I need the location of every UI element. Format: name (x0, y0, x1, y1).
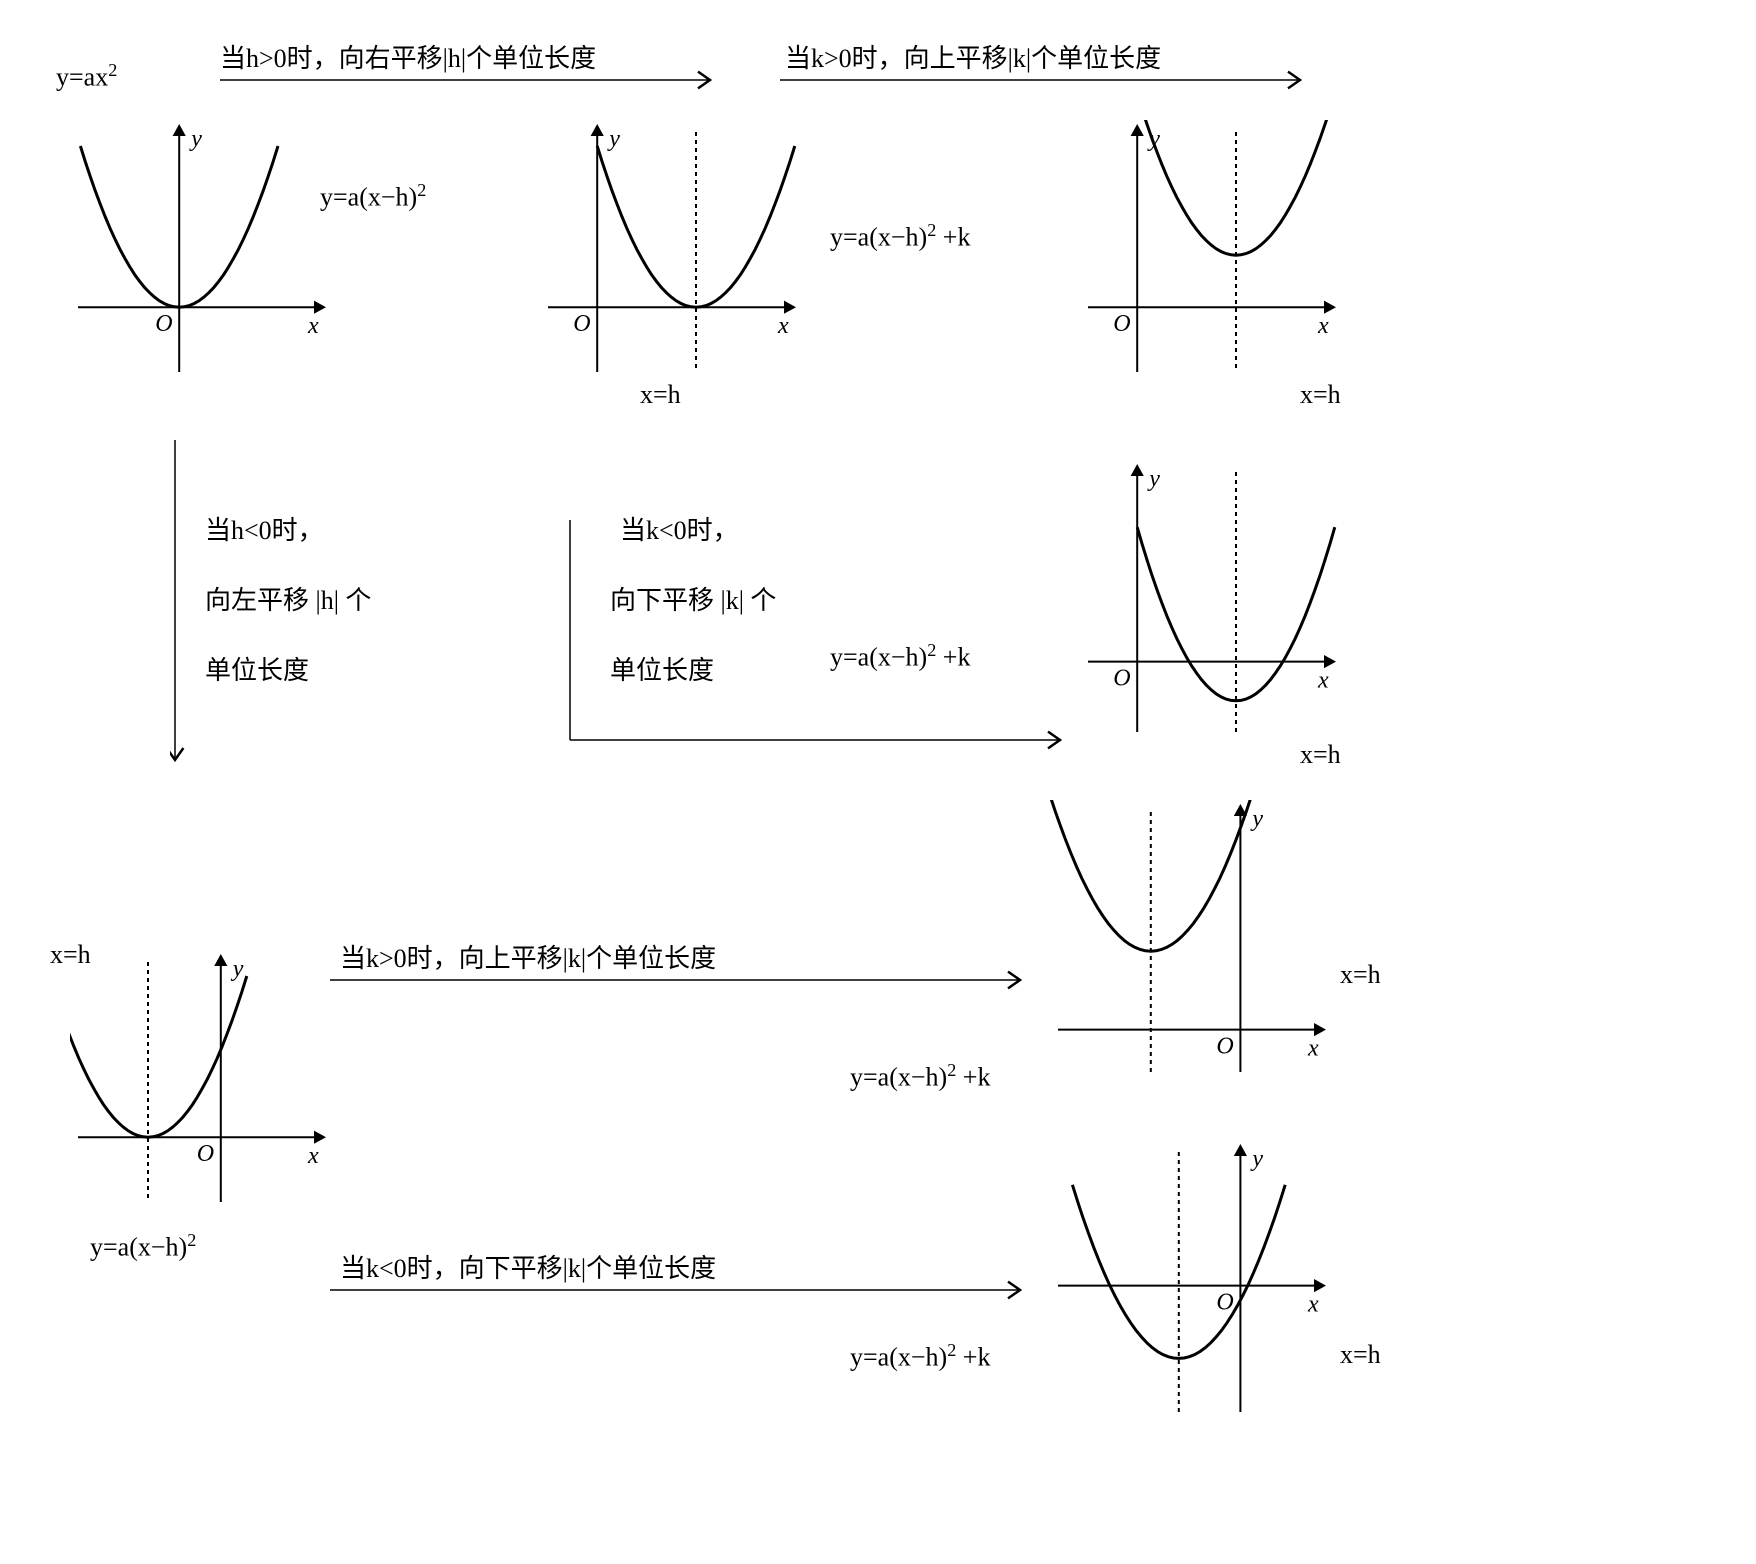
svg-text:O: O (1113, 666, 1130, 692)
svg-text:O: O (1216, 1290, 1233, 1316)
svg-text:O: O (1216, 1034, 1233, 1060)
svg-text:x: x (1307, 1036, 1319, 1062)
arrow-down-left (170, 425, 195, 775)
xh-graph4: x=h (1300, 740, 1341, 770)
graph-g5: Ox y (70, 950, 330, 1210)
graph-g7: Ox y (1050, 1140, 1330, 1420)
svg-text:O: O (155, 311, 172, 337)
svg-text:y: y (1147, 126, 1160, 152)
arrow-mid-label: 当k>0时，向上平移|k|个单位长度 (340, 938, 716, 975)
graph-g3: Ox y (1080, 120, 1340, 380)
eq-y-axh2k-mid: y=a(x−h)2 +k (830, 640, 970, 673)
xh-graph6: x=h (1340, 960, 1381, 990)
svg-text:x: x (1307, 1292, 1319, 1318)
svg-text:x: x (777, 313, 789, 339)
xh-graph3: x=h (1300, 380, 1341, 410)
svg-text:O: O (197, 1141, 214, 1167)
eq-y-axh2k-top: y=a(x−h)2 +k (830, 220, 970, 253)
down-mid-2: 向下平移 |k| 个 (610, 580, 776, 617)
svg-text:O: O (1113, 311, 1130, 337)
svg-text:y: y (189, 126, 202, 152)
svg-text:y: y (1250, 1146, 1263, 1172)
eq-y-axh2-mid: y=a(x−h)2 (320, 180, 426, 213)
down-left-1: 当h<0时， (205, 510, 324, 547)
svg-text:y: y (1250, 806, 1263, 832)
down-mid-1: 当k<0时， (620, 510, 739, 547)
svg-text:y: y (231, 956, 244, 982)
svg-text:x: x (1317, 668, 1329, 694)
eq-y-axh2k-g7: y=a(x−h)2 +k (850, 1340, 990, 1373)
graph-g1: Ox y (70, 120, 330, 380)
svg-text:y: y (607, 126, 620, 152)
svg-text:x: x (1317, 313, 1329, 339)
eq-y-ax2: y=ax2 (56, 60, 117, 93)
graph-g6: Ox y (1050, 800, 1330, 1080)
svg-text:y: y (1147, 466, 1160, 492)
graph-g4: Ox y (1080, 460, 1340, 740)
svg-text:x: x (307, 313, 319, 339)
xh-graph5: x=h (50, 940, 91, 970)
arrow-top2-label: 当k>0时，向上平移|k|个单位长度 (785, 38, 1161, 75)
xh-graph7: x=h (1340, 1340, 1381, 1370)
down-mid-3: 单位长度 (610, 650, 714, 687)
arrow-top1-label: 当h>0时，向右平移|h|个单位长度 (220, 38, 596, 75)
eq-y-axh2k-g6: y=a(x−h)2 +k (850, 1060, 990, 1093)
down-left-3: 单位长度 (205, 650, 309, 687)
eq-y-axh2-bottom: y=a(x−h)2 (90, 1230, 196, 1263)
down-left-2: 向左平移 |h| 个 (205, 580, 371, 617)
xh-graph2: x=h (640, 380, 681, 410)
svg-text:x: x (307, 1143, 319, 1169)
svg-text:O: O (573, 311, 590, 337)
graph-g2: Ox y (540, 120, 800, 380)
arrow-bot-label: 当k<0时，向下平移|k|个单位长度 (340, 1248, 716, 1285)
